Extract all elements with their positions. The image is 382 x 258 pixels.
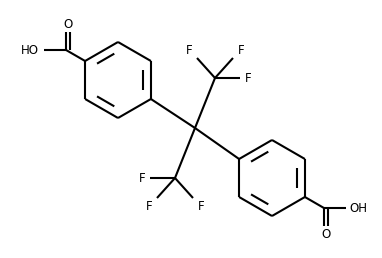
Text: OH: OH	[349, 201, 367, 214]
Text: F: F	[146, 199, 152, 213]
Text: F: F	[238, 44, 244, 57]
Text: F: F	[186, 44, 192, 57]
Text: F: F	[245, 71, 251, 85]
Text: HO: HO	[21, 44, 39, 57]
Text: F: F	[139, 172, 145, 184]
Text: O: O	[63, 18, 73, 30]
Text: O: O	[321, 228, 330, 240]
Text: F: F	[198, 199, 204, 213]
